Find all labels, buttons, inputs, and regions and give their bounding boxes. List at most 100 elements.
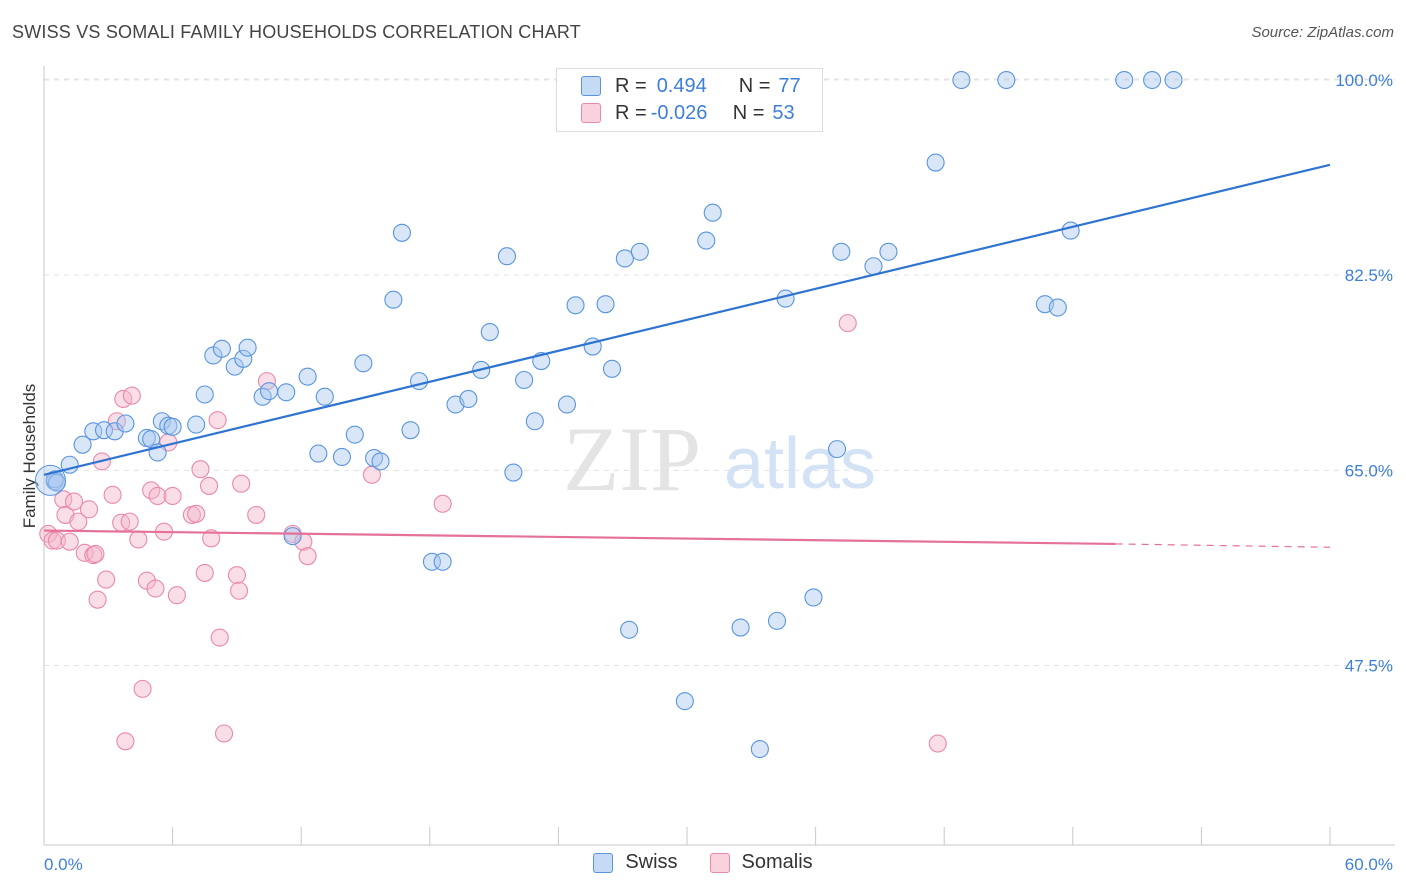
swiss-point xyxy=(832,242,851,261)
y-tick-label: 65.0% xyxy=(1345,461,1393,480)
somali-point xyxy=(88,590,107,609)
somali-point xyxy=(247,505,266,524)
swiss-point xyxy=(504,463,523,482)
somali-r-value: -0.026 xyxy=(650,101,708,124)
somali-point xyxy=(838,314,857,333)
somali-point xyxy=(86,544,105,564)
somali-point xyxy=(146,579,165,598)
source-credit: Source: ZipAtlas.com xyxy=(1251,24,1394,41)
swiss-point xyxy=(238,338,257,357)
swiss-point xyxy=(332,447,351,466)
x-tick-label: 60.0% xyxy=(1345,855,1393,874)
swiss-point xyxy=(480,323,499,342)
somali-point xyxy=(47,531,66,550)
somali-n-value: 53 xyxy=(772,101,795,124)
swiss-trendline xyxy=(43,163,1331,476)
swiss-point xyxy=(1143,70,1162,90)
swiss-point xyxy=(1048,298,1067,317)
trendlines xyxy=(43,163,1331,548)
somali-point xyxy=(97,570,116,589)
swiss-point xyxy=(750,740,769,759)
watermark-atlas: atlas xyxy=(724,424,876,504)
legend-row-somalis: R = -0.026 N = 53 xyxy=(581,100,795,126)
swiss-point xyxy=(675,692,694,711)
somali-point xyxy=(433,494,452,513)
swiss-point xyxy=(731,618,750,637)
somali-point xyxy=(60,532,79,551)
somali-point xyxy=(928,734,947,753)
swiss-point xyxy=(73,435,92,454)
somali-trendline-extension xyxy=(1115,543,1331,548)
swiss-point xyxy=(283,527,302,546)
somali-point xyxy=(298,547,317,566)
somali-trendline xyxy=(43,529,1116,546)
swiss-point xyxy=(354,354,373,373)
swiss-point xyxy=(459,389,478,409)
somali-point xyxy=(227,566,246,585)
swiss-point xyxy=(864,257,883,276)
gridlines xyxy=(44,78,1395,666)
swiss-n-label: N = xyxy=(738,74,771,97)
swiss-point xyxy=(952,70,971,90)
swiss-point xyxy=(515,370,534,390)
somali-point xyxy=(116,732,135,751)
legend-row-swiss: R = 0.494 N = 77 xyxy=(581,73,801,99)
swiss-point xyxy=(703,203,722,222)
swiss-point xyxy=(525,412,544,431)
swiss-point xyxy=(433,552,452,571)
watermark-zip: ZIP xyxy=(563,408,701,510)
y-tick-label: 47.5% xyxy=(1345,656,1393,675)
swiss-r-label: R = xyxy=(615,74,647,97)
swiss-point xyxy=(195,385,214,404)
swiss-legend-swatch xyxy=(593,852,614,873)
watermark: ZIP atlas xyxy=(563,408,876,510)
swiss-point xyxy=(1164,70,1183,90)
somali-point xyxy=(129,530,148,549)
swiss-point xyxy=(497,247,517,266)
legend-item-somalis[interactable]: Somalis xyxy=(709,851,813,874)
swiss-n-value: 77 xyxy=(778,74,801,97)
swiss-point-large xyxy=(34,464,66,496)
somali-point xyxy=(210,628,229,647)
swiss-point xyxy=(804,588,823,607)
stats-legend: R = 0.494 N = 77 R = -0.026 N = 53 xyxy=(556,68,823,132)
swiss-point xyxy=(45,470,64,489)
somali-point xyxy=(54,490,73,509)
somali-point xyxy=(163,486,182,506)
swiss-point xyxy=(879,242,898,261)
swiss-point xyxy=(315,387,334,406)
swiss-point xyxy=(1115,70,1134,90)
swiss-point xyxy=(997,70,1016,90)
swiss-point xyxy=(392,223,411,242)
somali-point xyxy=(64,492,84,511)
somali-point xyxy=(79,500,99,519)
chart-title: SWISS VS SOMALI FAMILY HOUSEHOLDS CORREL… xyxy=(12,22,581,42)
somali-point xyxy=(167,586,186,605)
somali-legend-swatch xyxy=(709,852,730,873)
swiss-point xyxy=(422,552,441,571)
somali-point xyxy=(187,504,206,523)
somali-point xyxy=(199,476,219,495)
swiss-point xyxy=(827,440,847,459)
swiss-point xyxy=(566,296,585,315)
swiss-point xyxy=(630,242,649,261)
somali-point xyxy=(191,460,210,479)
swiss-point xyxy=(116,414,135,433)
swiss-point xyxy=(277,383,296,402)
legend-item-swiss[interactable]: Swiss xyxy=(593,851,678,874)
swiss-point xyxy=(187,415,206,434)
series-legend: Swiss Somalis xyxy=(0,851,1406,874)
swiss-point xyxy=(163,417,182,436)
swiss-point xyxy=(776,289,795,308)
swiss-point xyxy=(596,295,615,314)
somali-point xyxy=(208,411,227,430)
swiss-point xyxy=(345,425,364,444)
somali-point xyxy=(133,679,152,698)
somali-point xyxy=(232,474,251,493)
swiss-point xyxy=(298,367,317,386)
somali-point xyxy=(103,485,122,504)
swiss-point xyxy=(371,452,390,471)
swiss-point xyxy=(234,349,253,368)
swiss-swatch xyxy=(581,76,601,96)
